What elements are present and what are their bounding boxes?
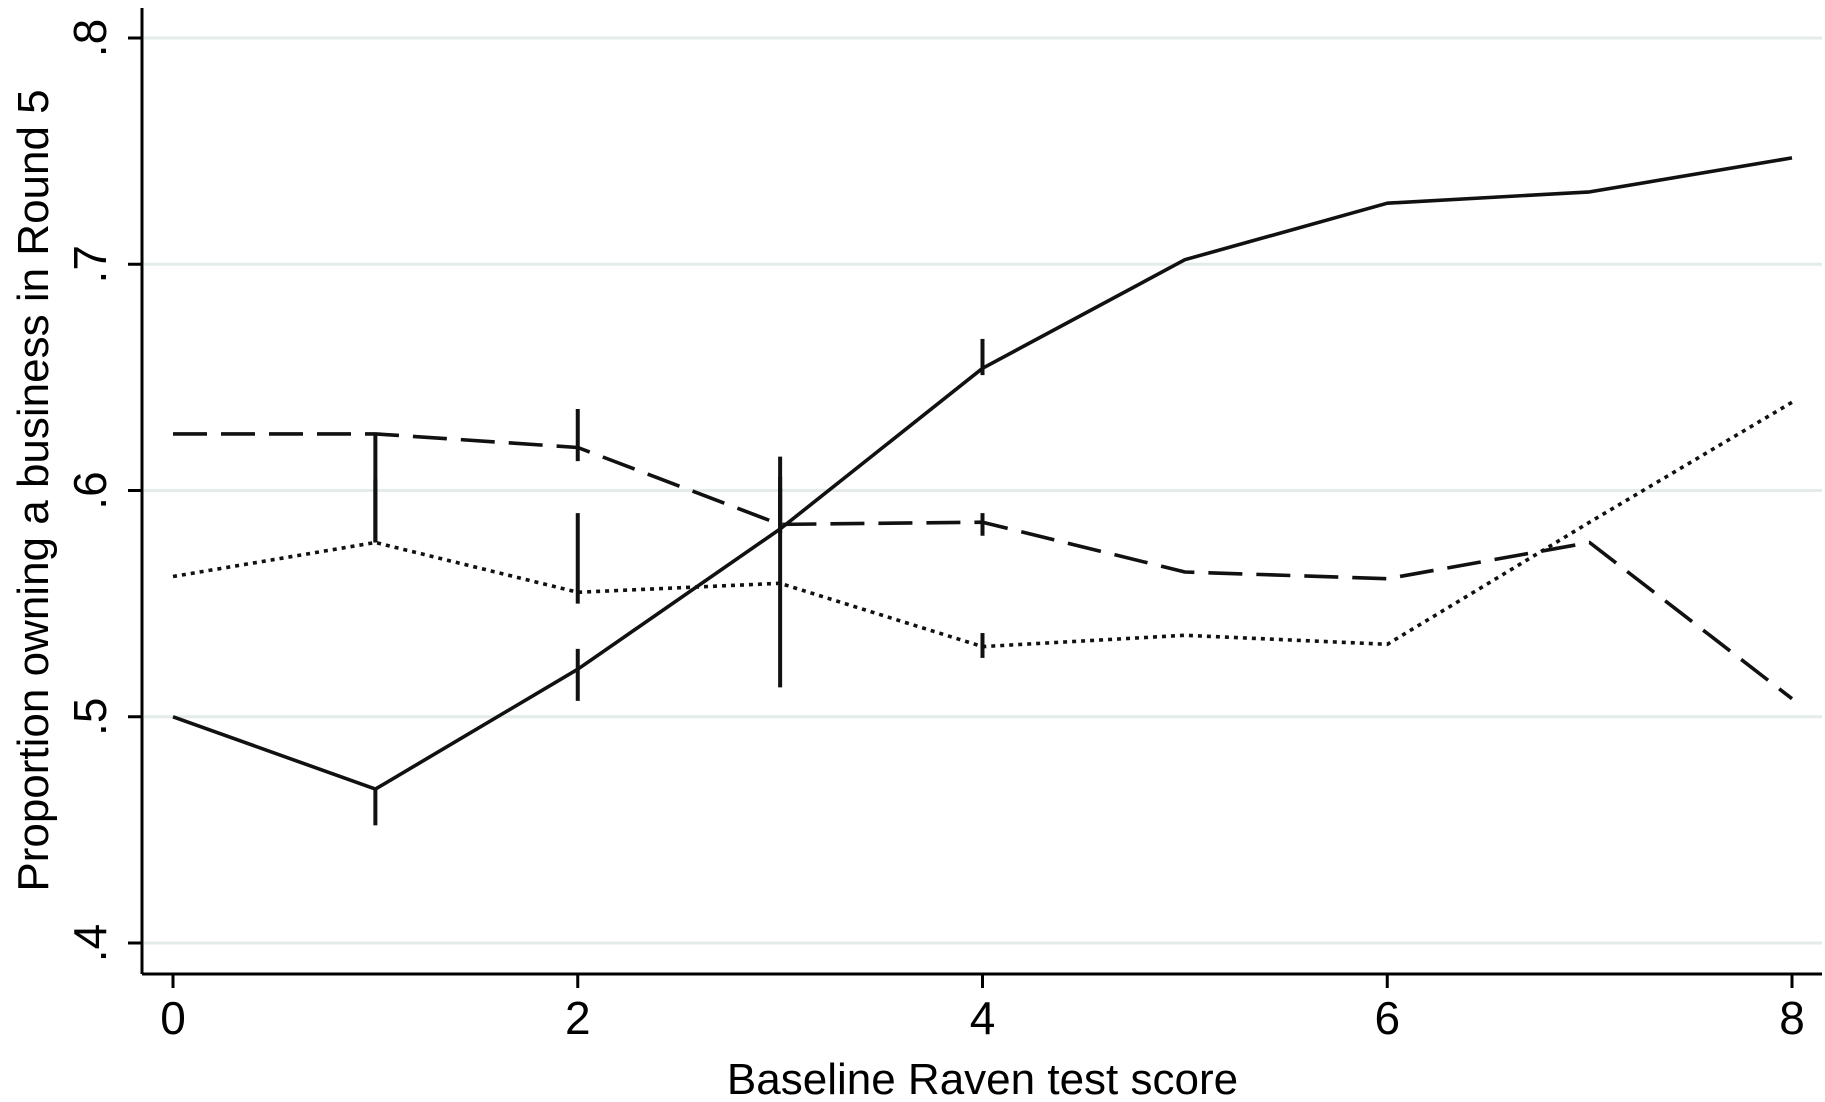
- error-bars: [373, 338, 985, 826]
- x-tick-label: 4: [970, 992, 996, 1044]
- series-line-dashed: [173, 432, 1794, 701]
- x-tick-label: 8: [1779, 992, 1805, 1044]
- series-lines: [172, 156, 1794, 791]
- y-axis-title: Proportion owning a business in Round 5: [9, 89, 58, 891]
- x-tick-label: 2: [565, 992, 591, 1044]
- grid-lines: [144, 36, 1822, 945]
- x-axis-ticks: 0 2 4 6 8: [160, 974, 1805, 1044]
- y-tick-label: .8: [64, 19, 116, 57]
- y-axis-ticks: .4 .5 .6 .7 .8: [64, 19, 142, 962]
- series-line-solid: [172, 156, 1793, 791]
- x-tick-label: 0: [160, 992, 186, 1044]
- x-tick-label: 6: [1374, 992, 1400, 1044]
- y-tick-label: .4: [64, 924, 116, 962]
- y-tick-label: .5: [64, 698, 116, 736]
- y-tick-label: .7: [64, 245, 116, 283]
- x-axis-title: Baseline Raven test score: [727, 1055, 1238, 1102]
- y-tick-label: .6: [64, 471, 116, 509]
